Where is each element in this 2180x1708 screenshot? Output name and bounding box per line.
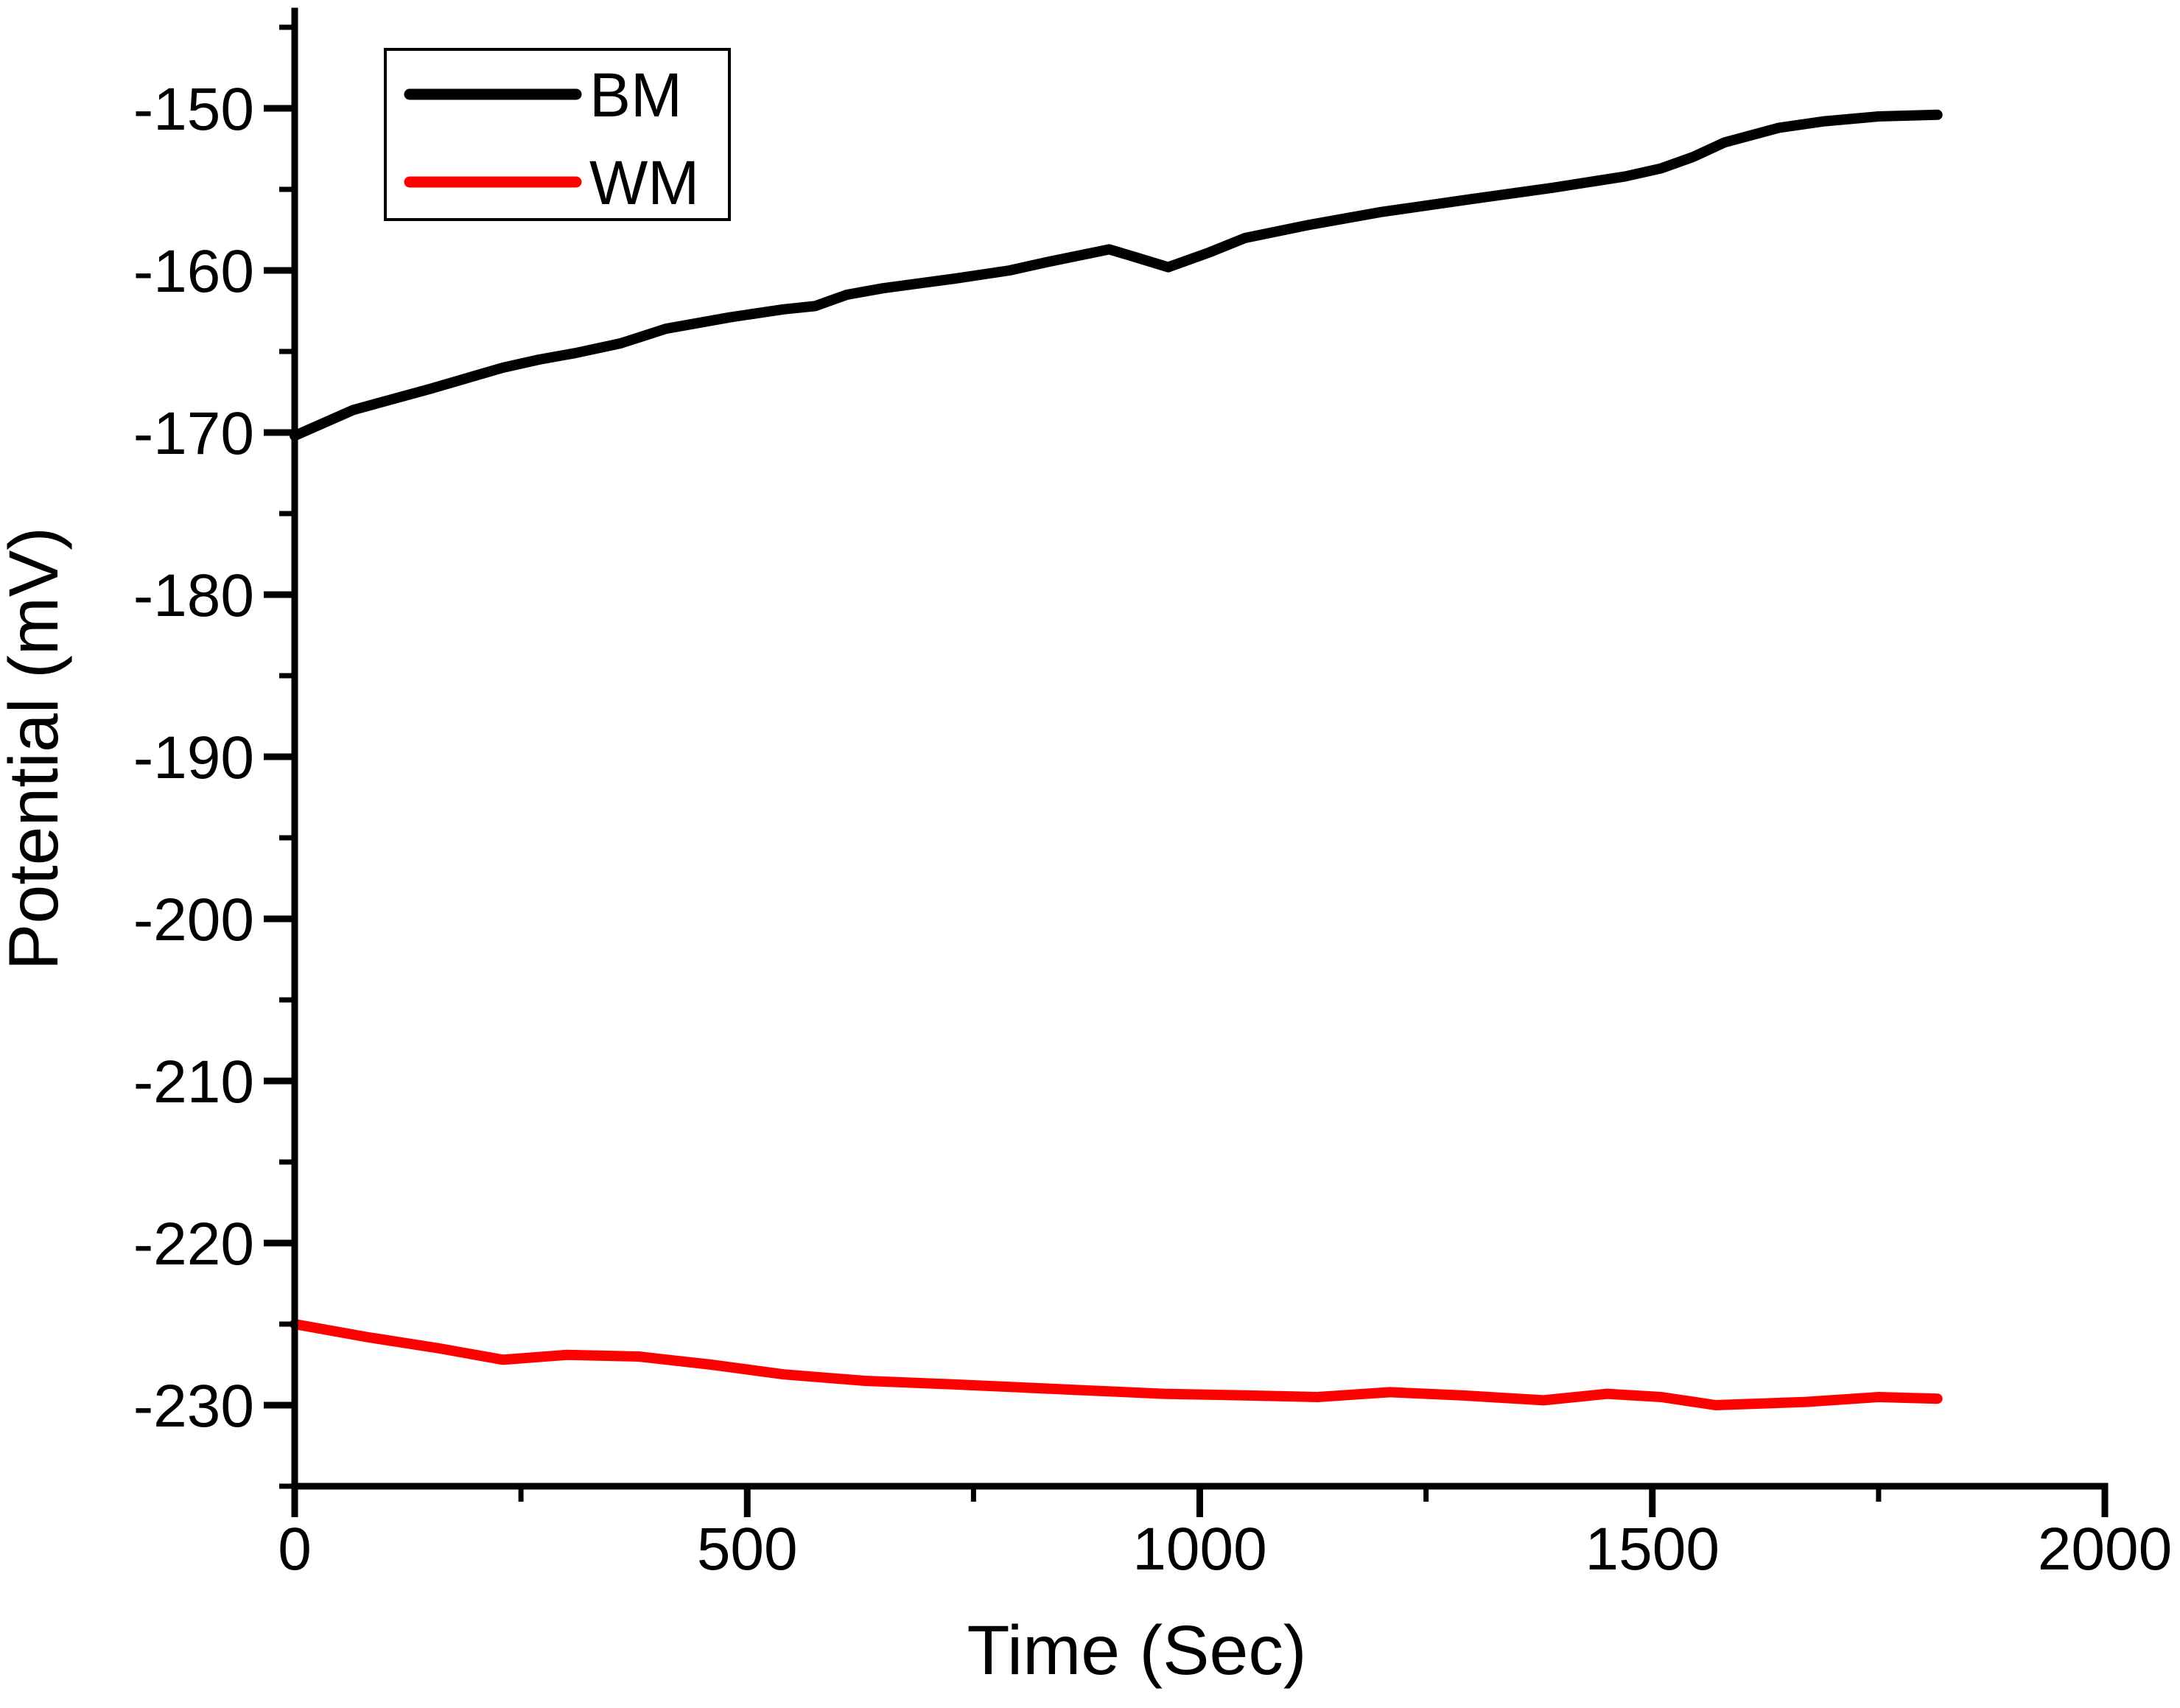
y-tick-label: -150 — [133, 76, 254, 143]
y-tick-label: -170 — [133, 400, 254, 467]
series-group — [290, 109, 1943, 1410]
y-tick-label: -190 — [133, 724, 254, 791]
y-tick-label: -210 — [133, 1049, 254, 1116]
y-tick-label: -230 — [133, 1373, 254, 1440]
series-line-wm — [290, 1319, 1943, 1410]
ticks-group — [264, 24, 2109, 1517]
legend-label-bm: BM — [589, 60, 682, 130]
y-tick-label: -200 — [133, 886, 254, 953]
x-tick-label: 1000 — [1132, 1516, 1266, 1583]
x-tick-label: 2000 — [2038, 1516, 2172, 1583]
axes — [291, 7, 2109, 1490]
series-line-bm — [290, 109, 1943, 441]
y-axis-title: Potential (mV) — [0, 527, 73, 970]
y-tick-label: -220 — [133, 1211, 254, 1278]
x-axis-title: Time (Sec) — [967, 1611, 1307, 1690]
y-tick-label: -160 — [133, 238, 254, 305]
x-tick-label: 1500 — [1585, 1516, 1720, 1583]
legend-box — [384, 48, 731, 221]
y-tick-label: -180 — [133, 562, 254, 629]
x-tick-label: 500 — [697, 1516, 798, 1583]
tick-labels-group: 0 500 1000 1500 2000 -230 -220 -210 -200 -190 -180… — [133, 76, 2172, 1583]
legend-label-wm: WM — [589, 148, 699, 217]
legend: BM WM — [384, 48, 731, 221]
x-tick-label: 0 — [278, 1516, 312, 1583]
